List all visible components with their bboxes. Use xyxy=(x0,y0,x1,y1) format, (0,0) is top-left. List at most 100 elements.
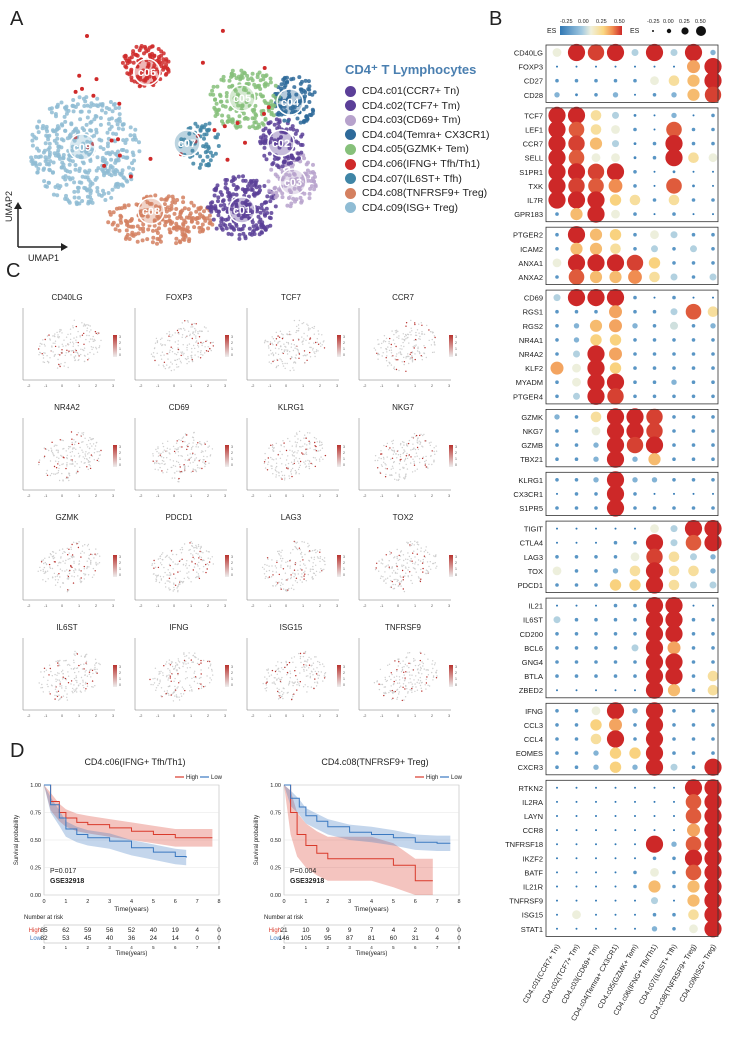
feature-cell xyxy=(177,589,179,592)
feature-cell xyxy=(414,338,417,341)
feature-cell xyxy=(380,347,382,349)
feature-cell xyxy=(62,695,65,697)
feature-cell xyxy=(429,331,432,333)
umap-point-c05 xyxy=(214,101,219,106)
umap-point-c09 xyxy=(113,106,118,111)
feature-cell xyxy=(315,564,317,566)
feature-cell xyxy=(86,565,89,568)
dot-GZMK-9 xyxy=(711,415,715,419)
feature-cell xyxy=(194,563,196,565)
feature-cell xyxy=(87,461,90,463)
feature-cell xyxy=(156,450,158,453)
feature-cell xyxy=(72,668,75,670)
feature-cell xyxy=(271,352,274,354)
feature-cell xyxy=(168,574,170,576)
dot-ICAM2-3 xyxy=(589,242,603,255)
legend-dot xyxy=(345,187,356,199)
dot-TBX21-5 xyxy=(632,456,638,462)
feature-cell xyxy=(180,351,182,353)
feature-cell xyxy=(162,457,165,459)
feature-cell xyxy=(66,454,68,457)
feature-cell xyxy=(413,550,415,552)
feature-cell xyxy=(202,451,204,453)
umap-point-c09 xyxy=(31,161,36,166)
dot-ICAM2-7 xyxy=(672,247,676,251)
dot-IL2RA-1 xyxy=(556,800,558,803)
feature-cell xyxy=(413,464,416,466)
feature-xtick: 0 xyxy=(61,604,63,608)
dot-CTLA4-4 xyxy=(613,540,618,545)
umap-point-c07 xyxy=(202,125,206,130)
feature-cell xyxy=(73,653,75,655)
feature-cell xyxy=(177,461,180,464)
dot-ZBED2-4 xyxy=(614,689,617,692)
umap-point-c03 xyxy=(295,176,299,181)
gene-label: BATF xyxy=(524,868,543,877)
feature-cell xyxy=(304,564,306,566)
gene-label: ANXA1 xyxy=(518,259,543,268)
gene-label: TBX21 xyxy=(520,455,543,464)
feature-cell xyxy=(87,453,89,455)
feature-cell xyxy=(66,465,68,467)
dot-CD69-3 xyxy=(587,289,605,307)
feature-cell xyxy=(409,571,411,573)
feature-cell xyxy=(160,354,162,357)
umap-point-c09 xyxy=(36,166,41,171)
feature-cell xyxy=(388,567,391,570)
feature-xtick: -2 xyxy=(139,384,142,388)
feature-cell xyxy=(80,434,82,437)
umap-point-c09 xyxy=(128,125,133,130)
feature-cell xyxy=(75,448,77,450)
dot-LAG3-2 xyxy=(574,555,579,559)
feature-cell xyxy=(413,339,415,342)
feature-cell xyxy=(193,334,195,336)
dot-CTLA4-1 xyxy=(556,541,558,544)
feature-cell xyxy=(312,562,314,564)
feature-cell xyxy=(400,353,403,356)
umap-point-c05 xyxy=(246,77,251,82)
dot-EOMES-3 xyxy=(593,750,599,756)
feature-cell xyxy=(205,571,207,574)
umap-point-c09 xyxy=(35,146,40,151)
feature-cell xyxy=(417,448,420,451)
feature-cell xyxy=(166,364,168,366)
feature-cell xyxy=(58,573,60,575)
feature-cell xyxy=(65,336,68,338)
feature-cell xyxy=(417,346,419,348)
feature-cell xyxy=(80,348,82,350)
feature-cell xyxy=(197,565,199,567)
umap-point-c09 xyxy=(55,136,60,141)
umap-point-c06 xyxy=(243,140,247,145)
umap-point-c01 xyxy=(273,204,278,209)
feature-cell xyxy=(416,553,418,555)
dot-TNFRSF9-5 xyxy=(634,899,636,902)
dot-RTKN2-8 xyxy=(684,779,703,797)
umap-cluster-label: c05 xyxy=(233,93,251,105)
feature-cell xyxy=(187,454,189,456)
feature-cell xyxy=(421,355,423,358)
feature-cell xyxy=(303,541,305,543)
feature-cell xyxy=(162,576,165,578)
feature-cell xyxy=(54,579,57,581)
feature-cell xyxy=(297,350,299,352)
dot-PDCD1-6 xyxy=(645,576,664,594)
umap-point-c06 xyxy=(117,153,122,158)
umap-point-c01 xyxy=(214,226,219,231)
feature-cell xyxy=(152,678,154,680)
umap-point-c08 xyxy=(163,197,167,202)
dot-TXK-4 xyxy=(608,179,623,193)
feature-xtick: 3 xyxy=(224,384,226,388)
feature-cell xyxy=(316,550,319,552)
feature-cell xyxy=(40,569,42,572)
dot-TNFRSF18-6 xyxy=(645,835,664,853)
feature-cell xyxy=(92,686,94,688)
dot-CCR7-4 xyxy=(612,140,619,148)
feature-cell xyxy=(74,654,76,657)
feature-title: LAG3 xyxy=(281,513,302,522)
feature-cell xyxy=(98,346,100,349)
feature-cell xyxy=(309,432,311,434)
feature-cell xyxy=(82,349,84,351)
dot-CD69-8 xyxy=(692,296,695,299)
feature-cell xyxy=(174,341,176,343)
feature-cell xyxy=(80,676,83,679)
